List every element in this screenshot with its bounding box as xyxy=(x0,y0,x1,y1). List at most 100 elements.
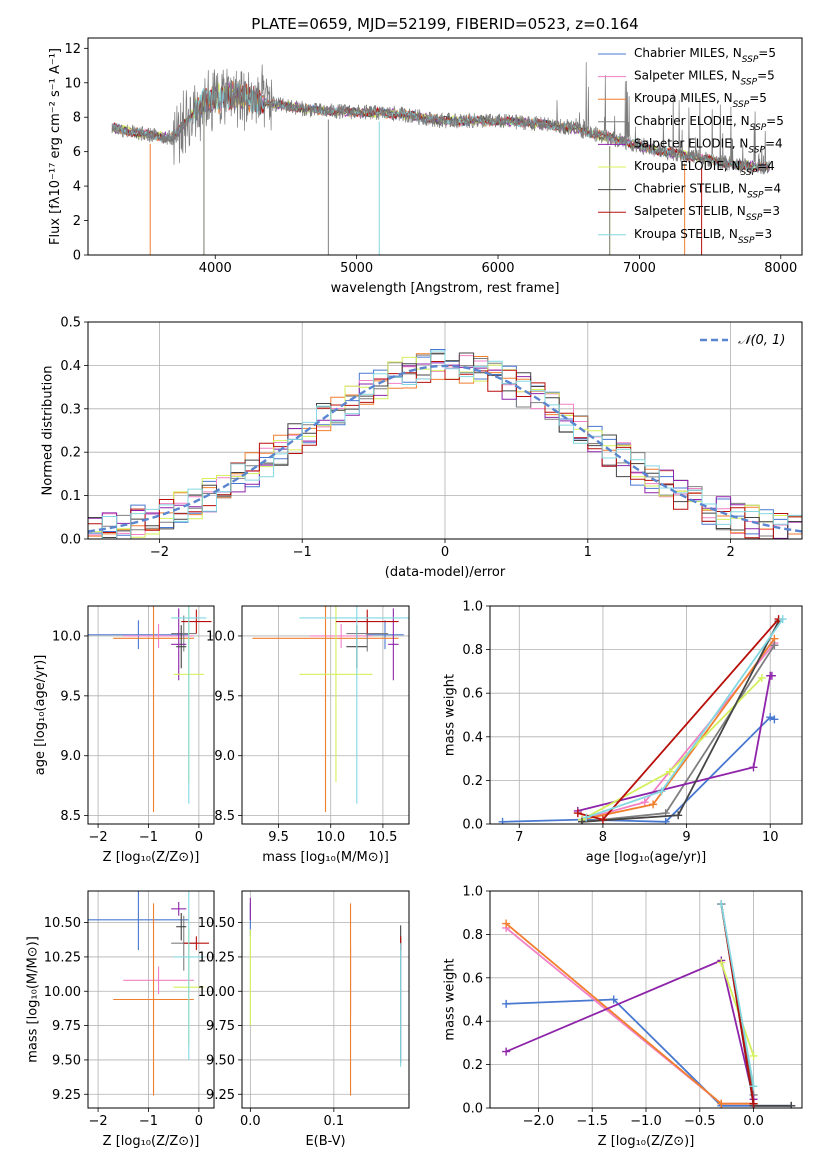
x-tick-label: −1 xyxy=(293,545,312,560)
y-tick-label: 0.1 xyxy=(60,489,81,504)
y-tick-label: 10.50 xyxy=(198,916,235,931)
x-tick-label: −0.5 xyxy=(684,1114,716,1129)
x-tick-label: −2 xyxy=(150,545,169,560)
mass-weight-marker xyxy=(757,673,766,682)
y-tick-label: 9.0 xyxy=(214,749,235,764)
x-tick-label: 2 xyxy=(726,545,734,560)
mass-weight-marker xyxy=(578,817,587,824)
mass-weight-marker xyxy=(498,817,507,824)
y-tick-label: 10.25 xyxy=(44,950,81,965)
y-tick-label: 0.6 xyxy=(462,687,483,702)
x-tick-label: 0 xyxy=(441,545,449,560)
figure-title: PLATE=0659, MJD=52199, FIBERID=0523, z=0… xyxy=(251,15,638,33)
mass-vs-metallicity-panel: −2 −1 0 9.25 9.50 9.75 10.00 10.25 10.50 Z [log₁₀… xyxy=(26,890,215,1149)
plot-content xyxy=(88,606,212,813)
y-tick-label: 10.50 xyxy=(44,916,81,931)
age-vs-mass-panel: 9.5 10.0 10.5 8.5 9.0 9.5 10.0 mass [log₁₀(M/M⊙… xyxy=(206,605,410,865)
x-tick-label: 9.5 xyxy=(268,830,289,845)
mass-weight-marker xyxy=(609,995,618,1004)
x-axis-label: Z [log₁₀(Z/Z⊙)] xyxy=(103,850,200,865)
x-tick-label: −2 xyxy=(88,1114,107,1129)
x-tick-label: 7000 xyxy=(623,261,656,276)
y-tick-label: 0.4 xyxy=(60,359,81,374)
mass-weight-marker xyxy=(749,763,758,772)
plot-content xyxy=(88,891,209,1096)
x-tick-label: 0.1 xyxy=(324,1114,345,1129)
mass-weight-marker xyxy=(717,958,726,967)
y-tick-label: 10.25 xyxy=(198,950,235,965)
x-axis-label: mass [log₁₀(M/M⊙)] xyxy=(262,850,389,865)
x-axis-label: (data-model)/error xyxy=(385,565,506,580)
y-tick-label: 9.5 xyxy=(60,689,81,704)
plot-content xyxy=(502,900,796,1108)
y-tick-label: 1.0 xyxy=(462,885,483,900)
y-tick-label: 0.5 xyxy=(60,316,81,331)
y-tick-label: 0.0 xyxy=(462,818,483,833)
x-tick-label: 8000 xyxy=(764,261,797,276)
x-tick-label: 8 xyxy=(599,830,607,845)
mass-weight-marker xyxy=(582,813,591,822)
x-axis-label: Z [log₁₀(Z/Z⊙)] xyxy=(103,1134,200,1149)
plot-area xyxy=(490,606,802,824)
axes-frame xyxy=(241,605,410,825)
y-axis-label: mass weight xyxy=(443,674,458,756)
y-tick-label: 0.6 xyxy=(462,971,483,986)
x-axis-label: Z [log₁₀(Z/Z⊙)] xyxy=(598,1134,695,1149)
mass-weight-line xyxy=(720,903,755,1087)
mass-weight-marker xyxy=(749,1082,758,1091)
y-tick-label: 10 xyxy=(64,76,81,91)
y-axis-label: Flux [fλ10⁻¹⁷ erg cm⁻² s⁻¹ A⁻¹] xyxy=(48,48,63,245)
mass-weight-marker xyxy=(767,671,776,680)
y-tick-label: 10.00 xyxy=(198,985,235,1000)
x-tick-label: −1.5 xyxy=(576,1114,608,1129)
x-tick-label: −1 xyxy=(139,830,158,845)
axes-frame xyxy=(241,890,410,1109)
y-tick-label: 0.0 xyxy=(462,1102,483,1117)
y-tick-label: 8.5 xyxy=(60,809,81,824)
x-axis-label: E(B-V) xyxy=(305,1134,345,1149)
y-tick-label: 9.25 xyxy=(52,1088,81,1103)
y-tick-label: 10.00 xyxy=(44,985,81,1000)
x-tick-label: 10.5 xyxy=(368,830,397,845)
x-tick-label: 7 xyxy=(515,830,523,845)
x-tick-label: −2.0 xyxy=(523,1114,555,1129)
x-tick-label: 9 xyxy=(682,830,690,845)
mass-weight-marker xyxy=(674,811,683,820)
x-tick-label: −2 xyxy=(88,830,107,845)
y-tick-label: 4 xyxy=(73,180,81,195)
mass-weight-marker xyxy=(770,715,779,724)
y-tick-label: 9.50 xyxy=(52,1053,81,1068)
plot-content xyxy=(88,349,802,539)
plot-area xyxy=(242,891,409,1108)
y-tick-label: 0.2 xyxy=(60,446,81,461)
x-axis-label: wavelength [Angstrom, rest frame] xyxy=(331,281,560,296)
mass-weight-marker xyxy=(778,615,787,624)
x-tick-label: 6000 xyxy=(481,261,514,276)
gridlines xyxy=(242,891,409,1108)
plot-area xyxy=(88,606,214,824)
y-tick-label: 0.2 xyxy=(462,1058,483,1073)
x-tick-label: 1 xyxy=(584,545,592,560)
observed-spectrum-line xyxy=(111,62,770,175)
y-tick-label: 0.2 xyxy=(462,774,483,789)
x-tick-label: 4000 xyxy=(199,261,232,276)
x-tick-label: 0 xyxy=(195,830,203,845)
mass-weight-marker xyxy=(749,1051,758,1060)
y-tick-label: 9.25 xyxy=(206,1088,235,1103)
plot-content xyxy=(498,615,787,824)
mass-weight-marker xyxy=(598,815,607,824)
residual-histogram-step xyxy=(88,350,802,539)
y-axis-label: age [log₁₀(age/yr)] xyxy=(33,655,48,776)
mass-weight-marker xyxy=(502,1047,511,1056)
y-tick-label: 0.0 xyxy=(60,533,81,548)
axes-frame xyxy=(87,890,215,1109)
y-tick-label: 0.3 xyxy=(60,402,81,417)
y-tick-label: 9.0 xyxy=(60,749,81,764)
y-tick-label: 0.4 xyxy=(462,1015,483,1030)
mass-weight-marker xyxy=(573,809,582,818)
y-tick-label: 10.0 xyxy=(206,629,235,644)
weight-vs-metallicity-panel: −2.0 −1.5 −1.0 −0.5 0.0 0.0 0.2 0.4 0.6 0.8 1.0 Z [… xyxy=(443,885,803,1149)
age-vs-metallicity-panel: −2 −1 0 8.5 9.0 9.5 10.0 Z [log₁₀(Z/Z⊙)] age [lo… xyxy=(33,605,215,865)
axes-frame xyxy=(87,37,803,256)
